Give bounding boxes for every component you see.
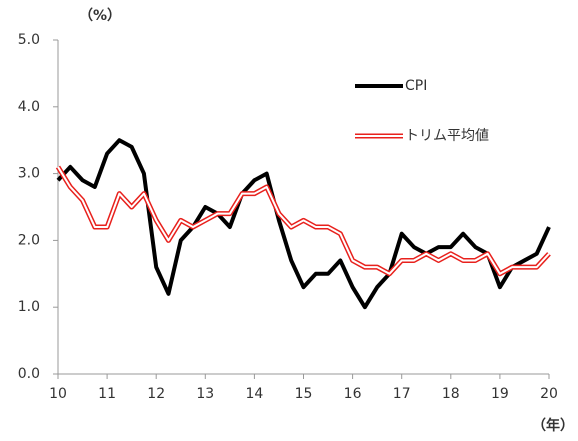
x-axis-label: （年） xyxy=(532,417,574,434)
x-tick-label: 18 xyxy=(442,386,460,402)
y-tick-label: 1.0 xyxy=(18,299,40,315)
x-tick-label: 16 xyxy=(344,386,362,402)
x-tick-label: 20 xyxy=(540,386,558,402)
legend-label: トリム平均値 xyxy=(405,128,489,144)
x-tick-label: 13 xyxy=(196,386,214,402)
x-tick-label: 15 xyxy=(295,386,313,402)
y-tick-label: 2.0 xyxy=(18,232,40,248)
x-tick-label: 17 xyxy=(393,386,411,402)
x-tick-label: 11 xyxy=(98,386,116,402)
x-tick-label: 14 xyxy=(245,386,263,402)
x-tick-label: 12 xyxy=(147,386,165,402)
y-tick-label: 5.0 xyxy=(18,32,40,48)
x-tick-label: 10 xyxy=(49,386,67,402)
series-line xyxy=(56,138,551,310)
x-tick-label: 19 xyxy=(491,386,509,402)
series-line-inner xyxy=(57,166,550,275)
y-axis-label: （%） xyxy=(79,8,121,24)
y-tick-label: 3.0 xyxy=(18,166,40,182)
y-tick-label: 0.0 xyxy=(18,366,40,382)
y-tick-label: 4.0 xyxy=(18,99,40,115)
legend-label: CPI xyxy=(405,78,427,94)
